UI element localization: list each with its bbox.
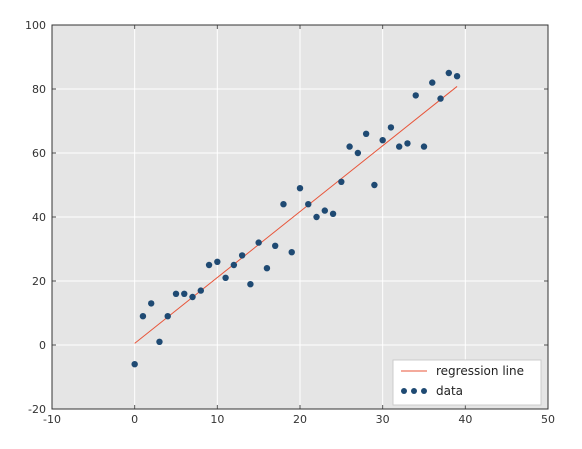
legend-label-regression: regression line bbox=[436, 364, 524, 378]
axis-ticks: -10 0 10 20 30 40 50 -20 0 20 40 60 80 100 bbox=[25, 19, 555, 426]
y-tick-label: -20 bbox=[28, 403, 46, 416]
data-point bbox=[437, 95, 444, 102]
data-point bbox=[230, 261, 238, 269]
x-tick-label: 40 bbox=[458, 413, 472, 426]
y-tick-label: 80 bbox=[32, 83, 46, 96]
data-point bbox=[379, 137, 386, 144]
data-point bbox=[354, 149, 362, 157]
y-tick-label: 0 bbox=[39, 339, 46, 352]
regression-layer bbox=[134, 86, 458, 344]
x-tick-label: 10 bbox=[210, 413, 224, 426]
x-tick-label: 50 bbox=[541, 413, 555, 426]
legend-dot-swatch bbox=[401, 388, 407, 394]
data-point bbox=[412, 92, 419, 99]
data-point bbox=[288, 249, 295, 256]
data-point bbox=[420, 143, 428, 150]
data-point bbox=[313, 213, 320, 221]
x-tick-label: 30 bbox=[376, 413, 390, 426]
data-point bbox=[296, 185, 304, 192]
x-tick-label: -10 bbox=[43, 413, 61, 426]
data-point bbox=[222, 274, 229, 281]
x-tick-label: 0 bbox=[131, 413, 138, 426]
data-point bbox=[329, 210, 337, 217]
data-point bbox=[181, 290, 188, 297]
regression-line bbox=[134, 86, 458, 344]
legend-box bbox=[392, 359, 542, 406]
data-point bbox=[362, 130, 370, 137]
y-tick-label: 40 bbox=[32, 211, 46, 224]
data-point bbox=[387, 124, 395, 131]
legend-dot-swatch bbox=[421, 388, 427, 394]
data-point bbox=[429, 79, 436, 86]
y-tick-label: 20 bbox=[32, 275, 46, 288]
data-point bbox=[205, 261, 213, 269]
data-point bbox=[272, 242, 279, 249]
data-point bbox=[453, 73, 461, 80]
data-point bbox=[189, 293, 196, 301]
data-point bbox=[172, 290, 180, 297]
data-point bbox=[197, 287, 204, 294]
data-point bbox=[148, 300, 155, 307]
data-point bbox=[214, 258, 221, 265]
y-tick-label: 60 bbox=[32, 147, 46, 160]
data-point bbox=[247, 281, 254, 288]
data-point bbox=[131, 361, 138, 368]
data-point bbox=[238, 252, 246, 259]
data-point bbox=[305, 201, 312, 208]
data-point bbox=[346, 143, 353, 150]
data-point bbox=[280, 201, 287, 208]
x-tick-label: 20 bbox=[293, 413, 307, 426]
plot-frame bbox=[51, 24, 549, 410]
data-point bbox=[255, 239, 262, 246]
data-point bbox=[321, 207, 328, 214]
y-tick-label: 100 bbox=[25, 19, 46, 32]
data-point bbox=[396, 143, 403, 150]
data-point bbox=[404, 140, 411, 147]
data-point bbox=[445, 69, 452, 77]
legend-dot-swatch bbox=[411, 388, 417, 394]
data-point bbox=[164, 313, 171, 320]
data-points bbox=[131, 69, 461, 368]
data-point bbox=[371, 181, 378, 189]
data-point bbox=[338, 178, 345, 185]
data-point bbox=[139, 313, 147, 320]
data-point bbox=[263, 265, 271, 272]
data-point bbox=[156, 338, 163, 345]
legend-label-data: data bbox=[436, 384, 463, 398]
legend: regression line data bbox=[392, 359, 542, 406]
